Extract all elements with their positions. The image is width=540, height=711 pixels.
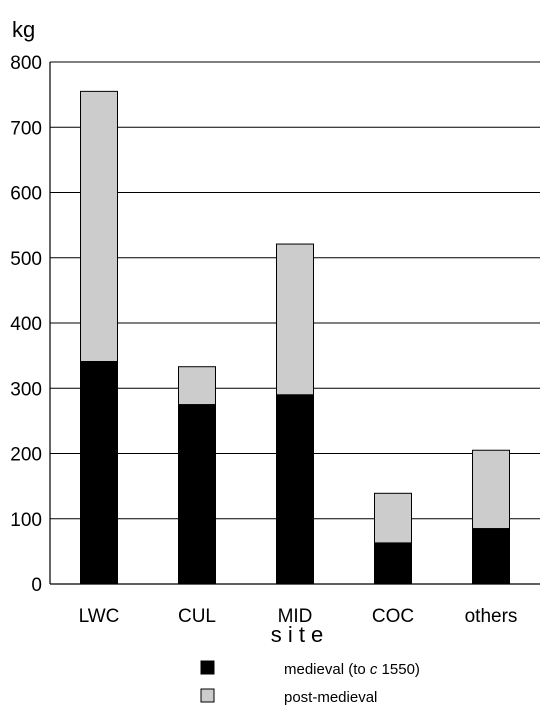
bar-segment-lwc-post-medieval (80, 90, 118, 362)
y-tick-label: 300 (10, 379, 42, 400)
bar-segment-mid-post-medieval (276, 243, 314, 396)
x-tick-label: MID (278, 606, 313, 627)
x-tick-label: COC (372, 606, 414, 627)
legend-swatch-post-medieval (200, 688, 215, 703)
y-tick-label: 200 (10, 445, 42, 466)
bar-segment-coc-medieval (374, 542, 412, 585)
x-tick-label: CUL (178, 606, 216, 627)
bar-segment-cul-post-medieval (178, 366, 216, 406)
legend: medieval (to c 1550) post-medieval (200, 660, 420, 706)
y-tick-label: 0 (31, 575, 42, 596)
x-tick-label: LWC (79, 606, 120, 627)
y-axis-title: kg (12, 17, 35, 42)
legend-label-medieval: medieval (to c 1550) (284, 661, 420, 678)
bar-segment-others-post-medieval (472, 449, 510, 530)
x-axis-title: s i t e (271, 622, 324, 647)
bar-segment-lwc-medieval (80, 360, 118, 585)
y-tick-label: 500 (10, 249, 42, 270)
bars (80, 90, 510, 585)
y-tick-label: 700 (10, 118, 42, 139)
y-tick-label: 800 (10, 53, 42, 74)
bar-segment-others-medieval (472, 528, 510, 585)
bar-segment-cul-medieval (178, 404, 216, 585)
x-tick-label: others (465, 606, 518, 627)
legend-swatch-medieval (200, 660, 215, 675)
y-tick-label: 400 (10, 314, 42, 335)
bar-segment-mid-medieval (276, 394, 314, 585)
axes: 0 100 200 300 400 500 600 700 800 LWC CUL MID COC oth… (10, 53, 540, 627)
bar-segment-coc-post-medieval (374, 492, 412, 544)
legend-label-post-medieval: post-medieval (284, 689, 377, 706)
y-tick-label: 100 (10, 510, 42, 531)
y-tick-label: 600 (10, 184, 42, 205)
